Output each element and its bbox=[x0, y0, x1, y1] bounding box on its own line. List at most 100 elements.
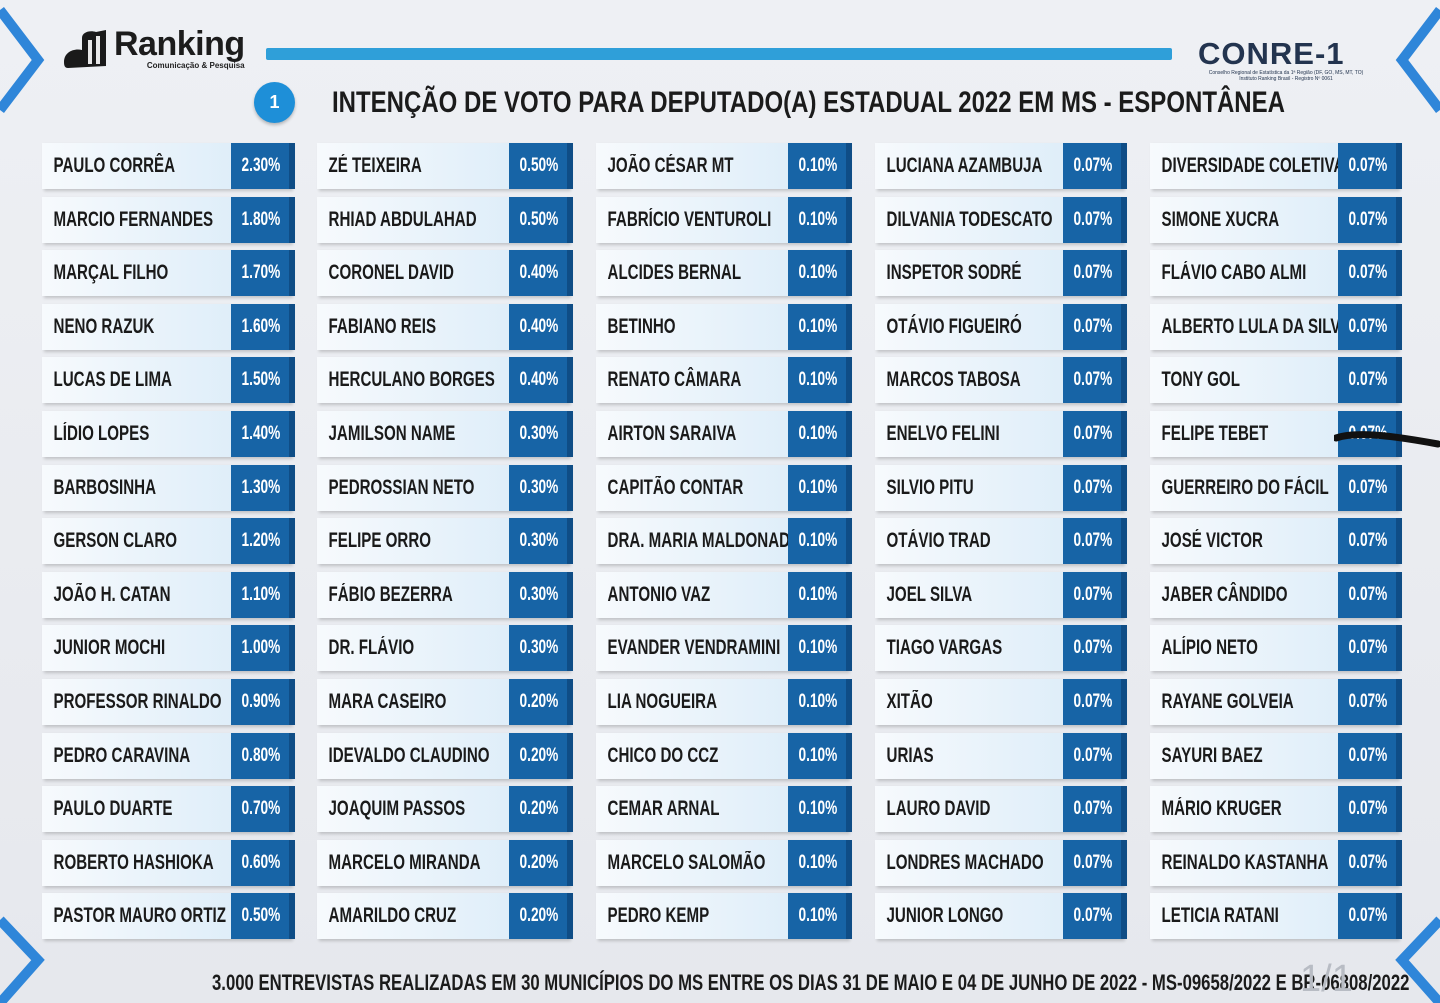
candidate-percentage-text: 0.07% bbox=[1348, 691, 1388, 712]
candidate-name: LETICIA RATANI bbox=[1150, 893, 1338, 939]
candidate-row: JAMILSON NAME 0.30% bbox=[317, 411, 573, 457]
candidate-percentage: 0.07% bbox=[1338, 840, 1402, 886]
candidate-row: LÍDIO LOPES 1.40% bbox=[42, 411, 295, 457]
candidate-name: HERCULANO BORGES bbox=[317, 357, 509, 403]
candidate-name-text: OTÁVIO FIGUEIRÓ bbox=[886, 315, 1022, 338]
candidate-name-text: LIA NOGUEIRA bbox=[607, 690, 718, 713]
page-title: INTENÇÃO DE VOTO PARA DEPUTADO(A) ESTADU… bbox=[332, 86, 1285, 119]
chart-number-badge: 1 bbox=[254, 82, 295, 123]
candidate-row: FABIANO REIS 0.40% bbox=[317, 304, 573, 350]
candidate-name: LONDRES MACHADO bbox=[875, 840, 1063, 886]
candidate-row: NENO RAZUK 1.60% bbox=[42, 304, 295, 350]
candidate-row: JOAQUIM PASSOS 0.20% bbox=[317, 786, 573, 832]
candidate-name-text: MARÇAL FILHO bbox=[53, 261, 169, 284]
candidate-percentage: 1.00% bbox=[231, 625, 295, 671]
candidate-row: OTÁVIO FIGUEIRÓ 0.07% bbox=[875, 304, 1127, 350]
candidate-name: CAPITÃO CONTAR bbox=[596, 465, 788, 511]
candidate-row: FELIPE ORRO 0.30% bbox=[317, 518, 573, 564]
candidate-name: ENELVO FELINI bbox=[875, 411, 1063, 457]
candidate-name: MARCELO SALOMÃO bbox=[596, 840, 788, 886]
candidate-row: INSPETOR SODRÉ 0.07% bbox=[875, 250, 1127, 296]
candidate-name-text: LÍDIO LOPES bbox=[53, 422, 150, 445]
candidate-name: LUCIANA AZAMBUJA bbox=[875, 143, 1063, 189]
candidate-percentage-text: 1.20% bbox=[241, 530, 281, 551]
right-chevron-decoration bbox=[1395, 6, 1440, 1003]
candidate-name-text: SAYURI BAEZ bbox=[1161, 744, 1263, 767]
candidate-percentage-text: 0.70% bbox=[241, 798, 281, 819]
candidate-percentage-text: 0.07% bbox=[1348, 316, 1388, 337]
candidate-row: ANTONIO VAZ 0.10% bbox=[596, 572, 852, 618]
candidate-name: RHIAD ABDULAHAD bbox=[317, 197, 509, 243]
candidate-name-text: OTÁVIO TRAD bbox=[886, 529, 991, 552]
candidate-percentage-text: 1.40% bbox=[241, 423, 281, 444]
candidate-row: CEMAR ARNAL 0.10% bbox=[596, 786, 852, 832]
candidate-name: BETINHO bbox=[596, 304, 788, 350]
candidate-name: TONY GOL bbox=[1150, 357, 1338, 403]
candidate-name: LÍDIO LOPES bbox=[42, 411, 231, 457]
candidate-percentage-text: 0.07% bbox=[1073, 798, 1113, 819]
candidate-percentage: 0.10% bbox=[788, 357, 852, 403]
candidate-name-text: JOEL SILVA bbox=[886, 583, 973, 606]
candidate-percentage: 0.10% bbox=[788, 733, 852, 779]
candidate-percentage-text: 0.07% bbox=[1348, 798, 1388, 819]
candidate-row: AMARILDO CRUZ 0.20% bbox=[317, 893, 573, 939]
ranking-logo-icon bbox=[64, 30, 106, 68]
candidate-percentage: 0.40% bbox=[509, 304, 573, 350]
candidate-name-text: FELIPE ORRO bbox=[328, 529, 432, 552]
candidate-name: ANTONIO VAZ bbox=[596, 572, 788, 618]
candidate-name-text: SIMONE XUCRA bbox=[1161, 208, 1280, 231]
candidate-row: REINALDO KASTANHA 0.07% bbox=[1150, 840, 1402, 886]
candidate-row: MARÇAL FILHO 1.70% bbox=[42, 250, 295, 296]
candidate-name-text: PROFESSOR RINALDO bbox=[53, 690, 222, 713]
candidate-percentage-text: 0.40% bbox=[519, 316, 559, 337]
candidate-percentage-text: 0.10% bbox=[798, 745, 838, 766]
candidate-percentage-text: 0.10% bbox=[798, 155, 838, 176]
candidate-name-text: PEDRO KEMP bbox=[607, 904, 710, 927]
candidate-name: REINALDO KASTANHA bbox=[1150, 840, 1338, 886]
candidate-percentage: 0.30% bbox=[509, 518, 573, 564]
candidate-name-text: JOÃO H. CATAN bbox=[53, 583, 171, 606]
candidate-name: SIMONE XUCRA bbox=[1150, 197, 1338, 243]
candidate-name: PAULO DUARTE bbox=[42, 786, 231, 832]
candidate-name: MARA CASEIRO bbox=[317, 679, 509, 725]
candidate-name: INSPETOR SODRÉ bbox=[875, 250, 1063, 296]
candidate-percentage-text: 0.10% bbox=[798, 852, 838, 873]
candidate-percentage: 0.07% bbox=[1063, 250, 1127, 296]
candidate-name: XITÃO bbox=[875, 679, 1063, 725]
candidate-percentage: 0.30% bbox=[509, 625, 573, 671]
candidate-percentage: 0.07% bbox=[1338, 786, 1402, 832]
candidate-percentage-text: 0.07% bbox=[1348, 209, 1388, 230]
candidate-name-text: LUCAS DE LIMA bbox=[53, 368, 172, 391]
candidate-percentage: 0.07% bbox=[1063, 786, 1127, 832]
logo-word: Ranking bbox=[114, 24, 245, 63]
candidate-percentage: 0.20% bbox=[509, 786, 573, 832]
candidate-name-text: URIAS bbox=[886, 744, 934, 767]
candidate-name-text: CEMAR ARNAL bbox=[607, 797, 720, 820]
candidate-name-text: AIRTON SARAIVA bbox=[607, 422, 737, 445]
candidate-name-text: JOÃO CÉSAR MT bbox=[607, 154, 734, 177]
candidate-percentage: 0.90% bbox=[231, 679, 295, 725]
candidate-name: OTÁVIO FIGUEIRÓ bbox=[875, 304, 1063, 350]
candidate-row: DRA. MARIA MALDONADO 0.10% bbox=[596, 518, 852, 564]
candidate-name: URIAS bbox=[875, 733, 1063, 779]
candidate-name-text: JUNIOR MOCHI bbox=[53, 636, 166, 659]
candidate-name-text: ALCIDES BERNAL bbox=[607, 261, 742, 284]
candidate-name-text: FELIPE TEBET bbox=[1161, 422, 1269, 445]
candidate-name: ZÉ TEIXEIRA bbox=[317, 143, 509, 189]
candidate-name-text: DIVERSIDADE COLETIVA bbox=[1161, 154, 1345, 177]
candidate-name-text: SILVIO PITU bbox=[886, 476, 974, 499]
candidate-row: FLÁVIO CABO ALMI 0.07% bbox=[1150, 250, 1402, 296]
candidate-name: CORONEL DAVID bbox=[317, 250, 509, 296]
candidate-percentage: 0.30% bbox=[509, 572, 573, 618]
candidate-percentage-text: 0.30% bbox=[519, 584, 559, 605]
candidate-row: PAULO DUARTE 0.70% bbox=[42, 786, 295, 832]
candidate-percentage-text: 0.07% bbox=[1073, 209, 1113, 230]
candidate-name: TIAGO VARGAS bbox=[875, 625, 1063, 671]
candidate-percentage-text: 0.80% bbox=[241, 745, 281, 766]
candidate-percentage-text: 1.70% bbox=[241, 262, 281, 283]
candidate-percentage: 0.20% bbox=[509, 840, 573, 886]
candidate-name: LUCAS DE LIMA bbox=[42, 357, 231, 403]
candidate-percentage: 0.07% bbox=[1338, 893, 1402, 939]
candidate-percentage: 0.20% bbox=[509, 733, 573, 779]
candidate-percentage-text: 0.20% bbox=[519, 852, 559, 873]
